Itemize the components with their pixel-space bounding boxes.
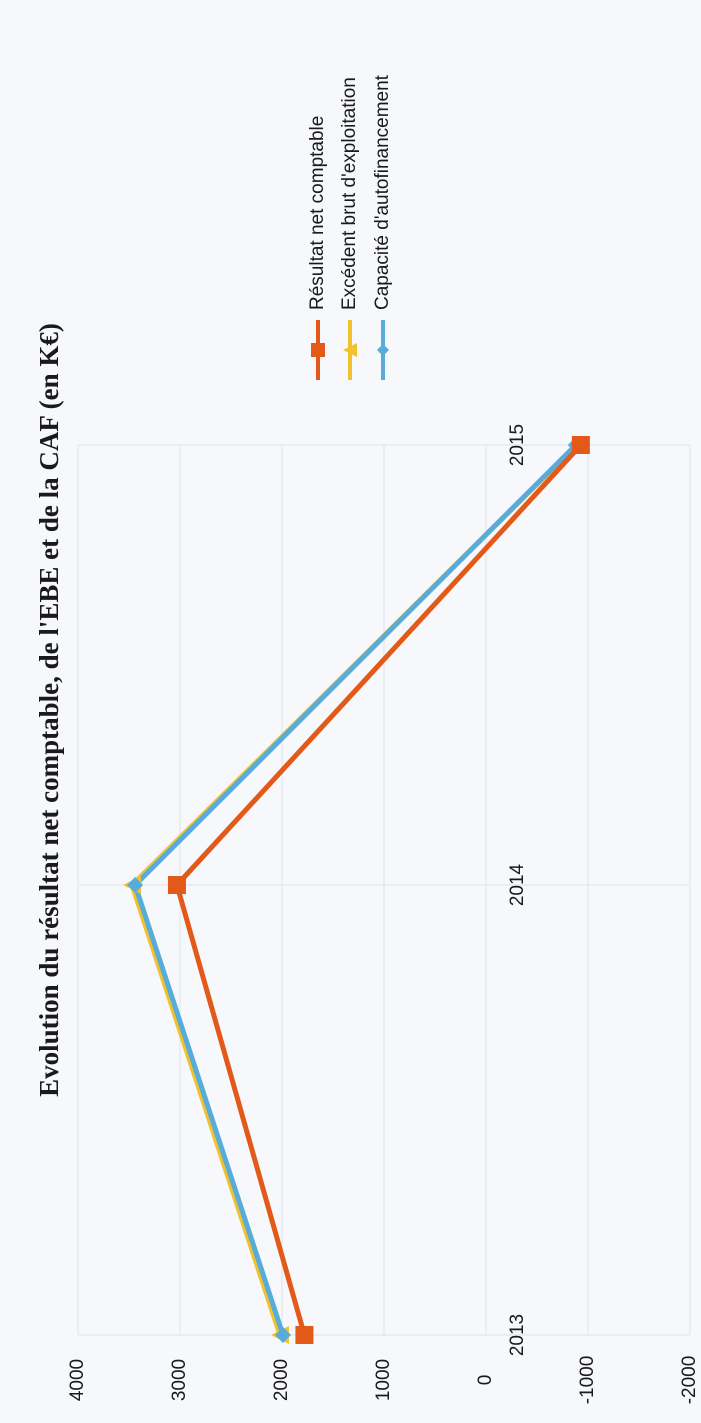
chart-title: Evolution du résultat net comptable, de …	[34, 323, 64, 1097]
y-axis-tick-label: 1000	[373, 1359, 394, 1401]
legend-label: Résultat net comptable	[307, 116, 328, 310]
data-point-marker	[295, 1326, 314, 1344]
legend-swatch-marker	[377, 344, 389, 356]
data-point-marker	[571, 436, 590, 454]
legend-label: Capacité d'autofinancement	[372, 74, 393, 310]
legend-swatch-marker	[343, 343, 357, 357]
x-axis-category-label: 2015	[507, 424, 528, 466]
y-axis-tick-label: 4000	[67, 1359, 88, 1401]
data-point-marker	[167, 876, 186, 894]
legend-swatch-marker	[311, 343, 325, 357]
y-axis-tick-label: 2000	[271, 1359, 292, 1401]
data-point-marker	[127, 877, 144, 893]
y-axis-tick-label: -1000	[577, 1356, 598, 1405]
x-axis-category-label: 2014	[507, 863, 528, 906]
legend-label: Excédent brut d'exploitation	[339, 77, 360, 310]
y-axis-tick-label: 0	[475, 1375, 496, 1386]
y-axis-tick-label: 3000	[169, 1359, 190, 1401]
x-axis-category-label: 2013	[507, 1314, 528, 1356]
series-markers	[123, 436, 590, 1344]
legend: Résultat net comptable Excédent brut d'ex…	[307, 74, 393, 380]
y-axis-tick-label: -2000	[679, 1356, 700, 1405]
y-axis-tick-labels: 4000 3000 2000 1000 0 -1000 -2000	[67, 1356, 700, 1405]
data-point-marker	[275, 1327, 292, 1343]
x-axis-category-labels: 2013 2014 2015	[507, 424, 528, 1356]
